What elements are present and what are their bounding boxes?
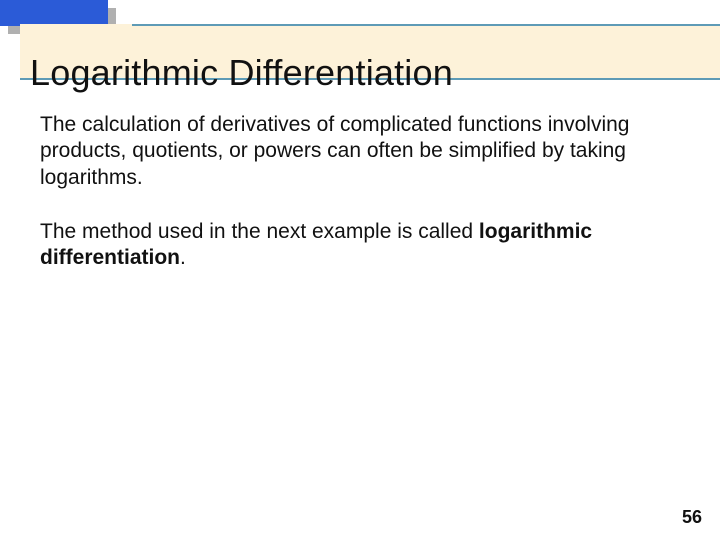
- corner-accent-front: [0, 0, 108, 26]
- title-band: Logarithmic Differentiation: [0, 24, 720, 80]
- slide-title: Logarithmic Differentiation: [30, 52, 453, 94]
- paragraph-2-prefix: The method used in the next example is c…: [40, 220, 479, 243]
- paragraph-2-suffix: .: [180, 246, 186, 269]
- page-number: 56: [682, 507, 702, 528]
- paragraph-1: The calculation of derivatives of compli…: [40, 112, 640, 191]
- paragraph-2: The method used in the next example is c…: [40, 219, 640, 272]
- slide-body: The calculation of derivatives of compli…: [40, 112, 640, 299]
- title-band-top-rule: [132, 24, 720, 26]
